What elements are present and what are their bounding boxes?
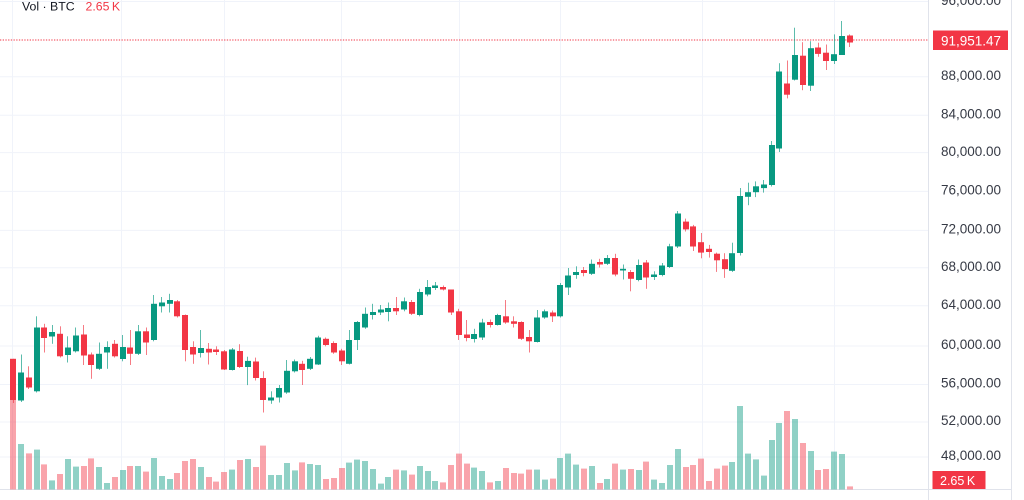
svg-text:2.65 K: 2.65 K: [86, 0, 121, 14]
svg-text:84,000.00: 84,000.00: [941, 107, 1001, 122]
svg-text:Vol · BTC: Vol · BTC: [22, 0, 75, 14]
svg-text:56,000.00: 56,000.00: [941, 376, 1001, 391]
svg-text:60,000.00: 60,000.00: [941, 337, 1001, 352]
svg-text:76,000.00: 76,000.00: [941, 183, 1001, 198]
svg-text:52,000.00: 52,000.00: [941, 413, 1001, 428]
svg-text:68,000.00: 68,000.00: [941, 259, 1001, 274]
svg-text:96,000.00: 96,000.00: [941, 0, 1001, 8]
svg-text:80,000.00: 80,000.00: [941, 144, 1001, 159]
svg-text:88,000.00: 88,000.00: [941, 68, 1001, 83]
svg-text:2.65 K: 2.65 K: [940, 474, 976, 488]
svg-text:72,000.00: 72,000.00: [941, 222, 1001, 237]
svg-text:91,951.47: 91,951.47: [941, 33, 1001, 48]
svg-text:48,000.00: 48,000.00: [941, 448, 1001, 463]
svg-text:64,000.00: 64,000.00: [941, 297, 1001, 312]
